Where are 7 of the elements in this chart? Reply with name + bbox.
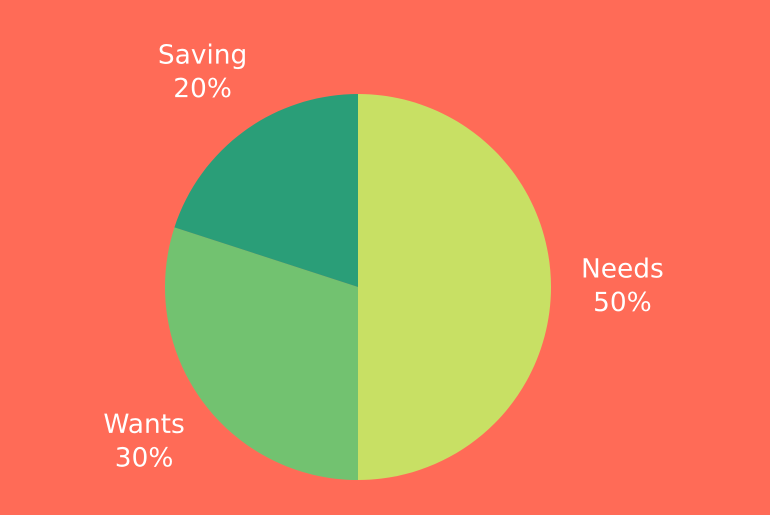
slice-label: Saving (160, 44, 245, 70)
slice-label: Needs (584, 257, 662, 278)
data-label: 30% (116, 446, 172, 467)
slice-label: Wants (104, 414, 184, 434)
data-label: 50% (595, 291, 650, 312)
pie-slice (358, 94, 551, 480)
data-label: 20% (175, 78, 230, 98)
